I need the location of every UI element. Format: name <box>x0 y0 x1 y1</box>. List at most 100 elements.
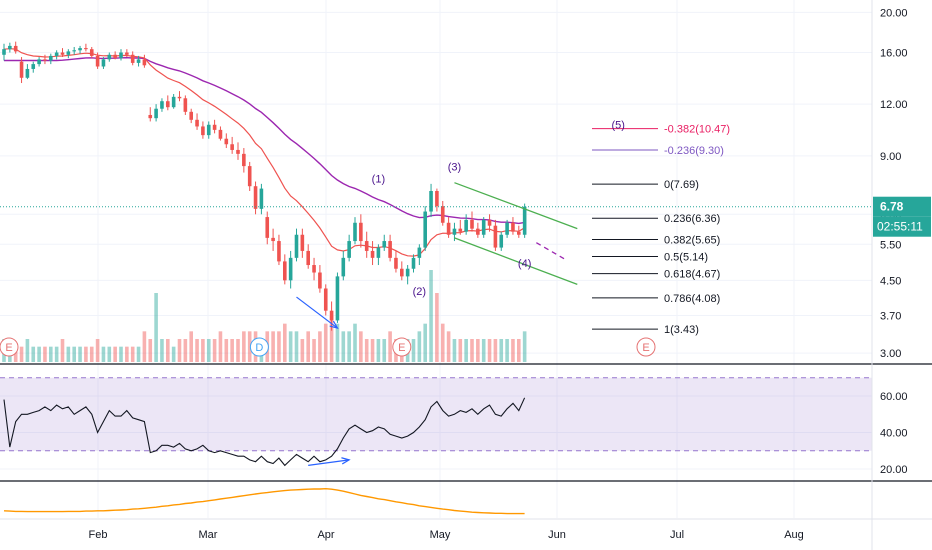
price-tick-label[interactable]: 9.00 <box>880 151 901 163</box>
candle-body[interactable] <box>411 257 416 269</box>
candle-body[interactable] <box>476 228 480 235</box>
candle-body[interactable] <box>405 268 410 277</box>
time-tick-label[interactable]: May <box>430 529 451 541</box>
candle-body[interactable] <box>142 59 147 66</box>
candle-body[interactable] <box>288 257 293 281</box>
candle-body[interactable] <box>388 241 392 258</box>
candle-body[interactable] <box>247 166 252 187</box>
candle-body[interactable] <box>230 144 234 150</box>
price-tick-label[interactable]: 12.00 <box>880 99 908 111</box>
candle-body[interactable] <box>394 257 398 269</box>
event-marker-circle[interactable] <box>249 337 269 357</box>
candle-body[interactable] <box>464 219 468 232</box>
candle-body[interactable] <box>224 138 229 145</box>
candle-body[interactable] <box>440 206 445 223</box>
candle-body[interactable] <box>166 101 170 108</box>
candle-body[interactable] <box>136 59 141 63</box>
candle-body[interactable] <box>25 68 30 78</box>
candle-body[interactable] <box>329 310 334 321</box>
candle-body[interactable] <box>130 54 135 63</box>
time-tick-label[interactable]: Apr <box>317 529 334 541</box>
candle-body[interactable] <box>101 59 106 67</box>
candle-body[interactable] <box>481 219 486 235</box>
rsi-divergence-arrow[interactable] <box>308 459 350 466</box>
candle-body[interactable] <box>259 188 264 209</box>
last-price-badge[interactable] <box>873 196 931 217</box>
candle-body[interactable] <box>2 49 6 55</box>
time-axis[interactable]: Feb Mar Apr May Jun Jul Aug <box>89 529 804 541</box>
candle-body[interactable] <box>323 288 328 311</box>
candle-body[interactable] <box>435 190 439 207</box>
drawings[interactable] <box>0 182 872 466</box>
candle-body[interactable] <box>89 49 94 56</box>
candle-body[interactable] <box>300 234 305 251</box>
candle-body[interactable] <box>353 222 357 242</box>
candle-body[interactable] <box>31 64 36 69</box>
price-tick-label[interactable]: 16.00 <box>880 48 908 60</box>
candle-body[interactable] <box>400 268 404 277</box>
candles[interactable] <box>2 41 527 331</box>
candle-body[interactable] <box>312 265 316 273</box>
candle-body[interactable] <box>78 48 82 51</box>
candle-body[interactable] <box>359 222 363 242</box>
candle-body[interactable] <box>511 222 515 232</box>
candle-body[interactable] <box>242 153 246 167</box>
candle-body[interactable] <box>370 250 375 258</box>
candle-body[interactable] <box>429 190 433 212</box>
candle-body[interactable] <box>347 241 351 258</box>
time-tick-label[interactable]: Mar <box>199 529 218 541</box>
candle-body[interactable] <box>306 250 310 266</box>
time-tick-label[interactable]: Feb <box>89 529 108 541</box>
candle-body[interactable] <box>119 52 123 59</box>
candle-body[interactable] <box>107 54 112 60</box>
channel-projection-line[interactable] <box>536 242 566 261</box>
candle-body[interactable] <box>335 276 340 321</box>
candle-body[interactable] <box>13 45 18 52</box>
rsi-tick-label[interactable]: 60.00 <box>880 391 908 403</box>
rsi-tick-label[interactable]: 40.00 <box>880 428 908 440</box>
candle-body[interactable] <box>66 51 71 55</box>
candle-body[interactable] <box>376 247 381 258</box>
candle-body[interactable] <box>19 61 24 78</box>
candle-body[interactable] <box>236 149 240 154</box>
candle-body[interactable] <box>212 124 217 130</box>
candle-body[interactable] <box>37 59 41 65</box>
candle-body[interactable] <box>195 119 199 127</box>
candle-body[interactable] <box>458 228 463 232</box>
candle-body[interactable] <box>171 96 176 108</box>
candle-body[interactable] <box>54 52 59 56</box>
candle-body[interactable] <box>318 272 322 289</box>
candle-body[interactable] <box>95 55 100 67</box>
candle-body[interactable] <box>72 50 76 52</box>
candle-body[interactable] <box>154 108 158 119</box>
candle-body[interactable] <box>382 241 387 248</box>
event-marker-circle[interactable] <box>636 337 656 357</box>
price-tick-label[interactable]: 5.50 <box>880 239 901 251</box>
price-divergence-arrow[interactable] <box>296 296 338 329</box>
time-tick-label[interactable]: Aug <box>784 529 804 541</box>
fib-levels[interactable]: -0.382(10.47) -0.236(9.30) 0(7.69) 0.236(6.… <box>592 124 730 336</box>
price-axis[interactable]: 20.0016.0012.009.006.505.504.503.703.006… <box>873 7 931 476</box>
price-tick-label[interactable]: 3.70 <box>880 310 901 322</box>
candle-body[interactable] <box>470 219 474 229</box>
price-tick-label[interactable]: 4.50 <box>880 275 901 287</box>
candle-body[interactable] <box>517 231 521 235</box>
candle-body[interactable] <box>423 211 427 248</box>
candle-body[interactable] <box>148 114 153 119</box>
candle-body[interactable] <box>125 52 129 55</box>
channel-upper-line[interactable] <box>454 182 578 230</box>
candle-body[interactable] <box>189 111 193 120</box>
time-tick-label[interactable]: Jul <box>670 529 684 541</box>
channel-lower-line[interactable] <box>454 237 578 285</box>
rsi-tick-label[interactable]: 20.00 <box>880 464 908 476</box>
time-tick-label[interactable]: Jun <box>548 529 566 541</box>
candle-body[interactable] <box>364 241 369 251</box>
candle-body[interactable] <box>271 237 275 242</box>
candle-body[interactable] <box>218 129 223 139</box>
candle-body[interactable] <box>499 234 504 248</box>
candle-body[interactable] <box>183 98 188 112</box>
candle-body[interactable] <box>84 48 88 50</box>
